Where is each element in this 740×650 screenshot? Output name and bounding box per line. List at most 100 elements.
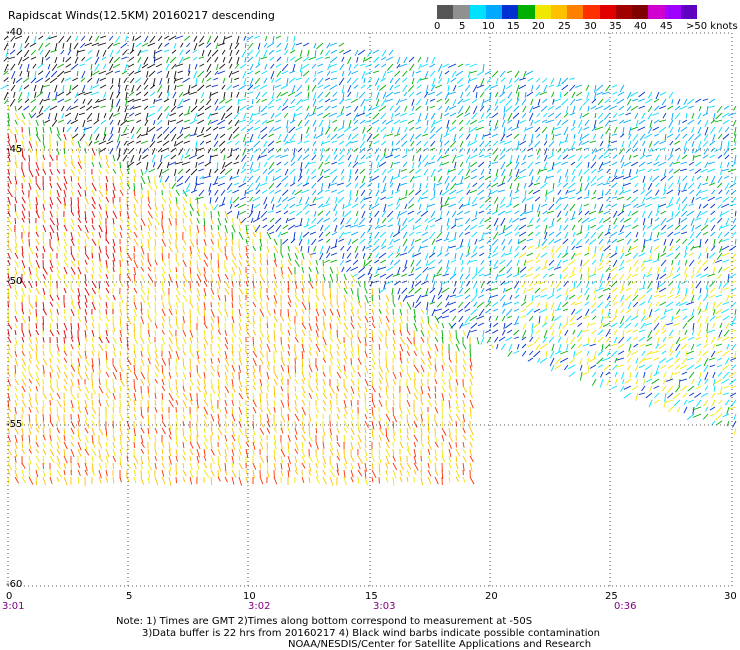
wind-barb [427,91,436,96]
wind-barb [84,203,87,210]
wind-barb [698,252,702,260]
wind-barb [459,238,464,248]
wind-barb [196,217,200,224]
wind-barb [649,371,653,379]
wind-barb [443,238,450,242]
wind-barb [287,91,296,97]
wind-barb [351,70,359,75]
wind-barb [413,371,417,381]
wind-barb [603,105,611,111]
wind-barb [315,385,319,392]
wind-barb [359,168,366,175]
wind-barb [634,287,639,297]
wind-barb [168,280,171,287]
wind-barb [270,70,275,80]
wind-barb [514,210,520,214]
wind-barb [447,168,457,173]
wind-barb [481,98,485,108]
wind-barb [329,294,332,303]
wind-barb [695,189,702,197]
wind-barb [462,371,466,378]
wind-barb [631,385,639,391]
wind-barb [49,77,58,84]
wind-barb [651,378,660,384]
wind-barb [411,77,415,85]
wind-barb [385,385,388,393]
wind-barb [318,161,324,170]
wind-barb [154,217,160,226]
wind-barb [116,49,121,55]
wind-barb [527,357,534,362]
wind-barb [594,147,604,153]
wind-barb [361,70,366,80]
wind-barb [249,168,254,174]
wind-barb [245,350,249,357]
wind-barb [562,322,569,329]
wind-barb [148,70,156,77]
wind-barb [715,315,723,319]
wind-barb [70,231,74,241]
wind-barb [287,259,293,267]
wind-barb [686,350,695,355]
wind-barb [115,98,121,107]
wind-barb [704,126,709,136]
wind-barb [585,84,590,91]
wind-barb [70,259,76,267]
wind-barb [77,357,81,367]
wind-barb [336,336,342,345]
wind-barb [623,161,632,167]
colorbar-label: 10 [482,21,495,32]
wind-barb [570,217,576,221]
wind-barb [706,329,716,334]
wind-barb [153,56,163,62]
wind-barb [164,49,170,53]
wind-barb [623,182,632,187]
wind-barb [574,252,583,257]
wind-barb [238,266,242,276]
wind-barb [593,336,597,344]
wind-barb [216,161,219,170]
wind-barb [439,161,443,167]
wind-barb [308,287,311,295]
wind-barb [147,210,153,219]
wind-barb [266,119,275,124]
wind-barb [589,140,597,144]
wind-barb [709,364,716,368]
wind-barb [273,238,278,246]
wind-barb [231,252,237,260]
wind-barb [238,245,241,252]
wind-barb [21,238,24,245]
wind-barb [549,357,555,367]
wind-barb [639,301,646,306]
wind-barb [412,154,415,162]
wind-barb [339,49,345,54]
wind-barb [525,196,534,201]
wind-barb [283,161,289,166]
wind-barb [583,168,590,175]
wind-barb [579,266,583,273]
wind-barb [42,140,46,149]
wind-barb [353,63,359,69]
wind-barb [667,364,674,369]
wind-barb [414,287,422,294]
wind-barb [448,301,457,306]
wind-barb [118,77,121,87]
wind-barb [467,196,471,206]
wind-barb [326,42,331,49]
wind-barb [662,385,667,392]
wind-barb [652,259,660,263]
wind-barb [486,210,492,215]
wind-barb [399,182,408,186]
wind-barb [266,336,271,344]
wind-barb [35,364,40,371]
wind-barb [276,161,282,166]
wind-barb [299,49,303,57]
wind-barb [369,210,373,218]
wind-barb [515,287,520,294]
wind-barb [168,182,171,189]
wind-barb [161,280,164,288]
wind-barb [14,154,17,164]
wind-barb [734,350,737,360]
wind-barb [273,315,278,323]
wind-barb [689,231,695,239]
